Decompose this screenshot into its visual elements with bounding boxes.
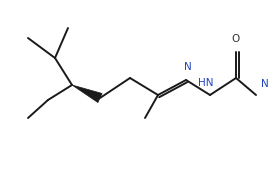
- Text: NH₂: NH₂: [261, 79, 269, 89]
- Text: HN: HN: [198, 78, 214, 88]
- Polygon shape: [72, 85, 102, 103]
- Text: N: N: [184, 62, 192, 72]
- Text: O: O: [232, 34, 240, 44]
